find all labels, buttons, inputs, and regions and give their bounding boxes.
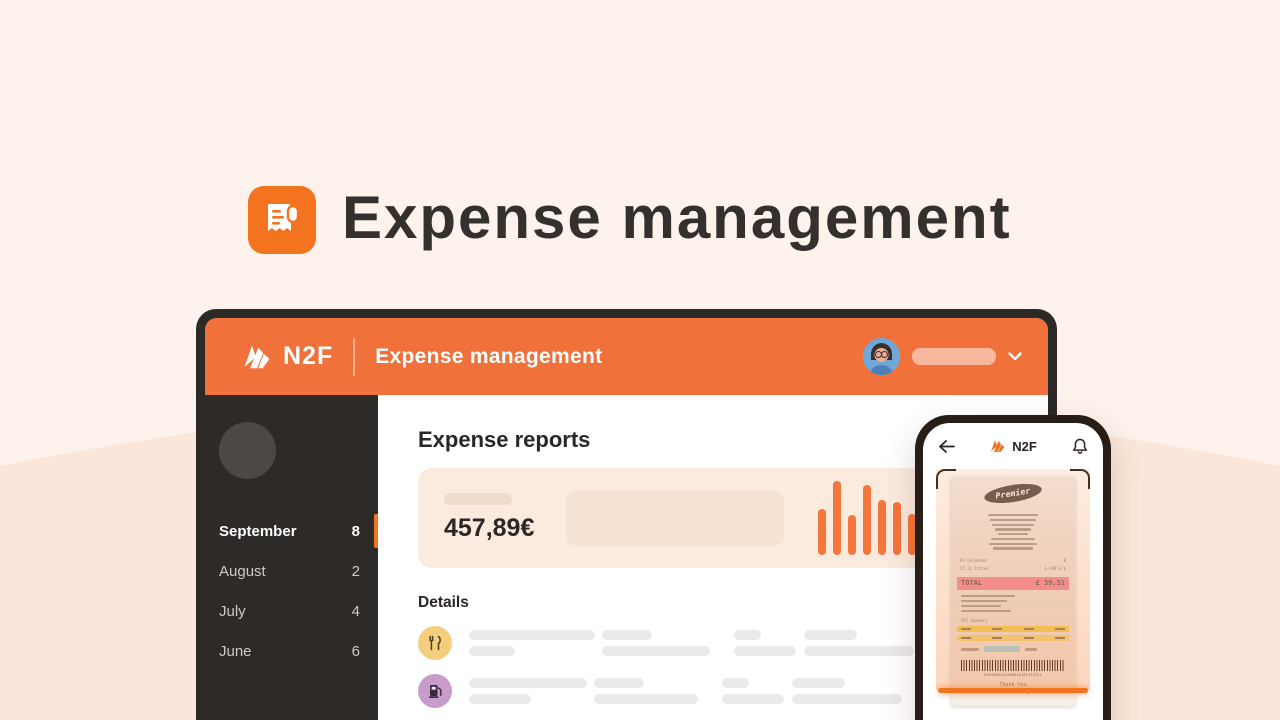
placeholder-bar [594,694,698,704]
n2f-brand: N2F [241,342,333,372]
placeholder-bar [722,694,784,704]
total-label: TOTAL [961,579,983,588]
fuel-icon [418,674,452,708]
placeholder-bar [602,646,710,656]
sidebar-item-august[interactable]: August 2 [205,551,378,591]
receipt-icon [248,186,316,254]
amount-label-placeholder [444,493,512,505]
placeholder-bar [469,646,515,656]
amount-block: 457,89€ [444,493,534,543]
active-indicator [374,514,378,548]
brand-name: N2F [1012,438,1037,454]
bell-icon[interactable] [1072,438,1088,455]
placeholder-bar [469,630,595,640]
scan-line [938,688,1088,693]
table-row[interactable] [418,674,1034,708]
placeholder-bar [804,630,857,640]
placeholder-bar [804,646,914,656]
total-amount: 457,89€ [444,514,535,542]
avatar[interactable] [863,338,900,375]
receipt-photo: Premier P2 Unleaded E 27.21 litres 1.489 £… [951,477,1075,707]
month-label: July [219,602,246,620]
month-count: 2 [351,562,360,580]
sidebar-item-june[interactable]: June 6 [205,631,378,671]
placeholder-bar [734,646,796,656]
app-header-title: Expense management [375,344,603,368]
viewfinder-corner [936,469,956,489]
header-divider [353,337,356,376]
chart-bar [833,481,842,555]
sidebar-avatar-placeholder [219,422,276,479]
summary-placeholder [566,490,785,546]
user-name-placeholder [912,348,996,365]
store-logo: Premier [983,480,1043,507]
fuel-lines: P2 Unleaded E 27.21 litres 1.489 £/L [960,557,1066,571]
n2f-brand: N2F [989,438,1037,454]
table-row[interactable] [418,626,1034,660]
phone-mockup: N2F Premier [915,415,1111,720]
receipt-card-lines [957,594,1069,613]
vat-highlight-row [957,626,1069,633]
placeholder-bar [722,678,749,688]
month-count: 4 [351,602,360,620]
desktop-app-window: N2F Expense management [196,309,1057,720]
chart-bar [908,514,917,555]
receipt-address-lines [957,514,1069,550]
placeholder-bar [594,678,644,688]
chart-bar [848,515,857,555]
chevron-down-icon[interactable] [1008,352,1022,361]
details-title: Details [418,594,469,611]
receipt-total-row: TOTAL £ 39.51 [957,576,1069,590]
brand-name: N2F [283,342,334,370]
month-count: 6 [351,642,360,660]
chart-bar [818,509,827,555]
sidebar: September 8 August 2 July 4 [205,395,378,720]
camera-viewfinder: Premier P2 Unleaded E 27.21 litres 1.489 £… [936,469,1090,720]
chart-bar [893,502,902,555]
user-menu[interactable] [863,338,1022,375]
date-highlight [984,646,1020,653]
restaurant-icon [418,626,452,660]
placeholder-bar [734,630,761,640]
viewfinder-corner [1070,469,1090,489]
month-label: September [219,522,297,540]
vat-summary-label: VAT Summary [961,618,988,624]
phone-header: N2F [923,423,1103,469]
chart-bar [863,485,872,555]
placeholder-bar [469,678,587,688]
sidebar-item-september[interactable]: September 8 [205,511,378,551]
placeholder-bar [602,630,652,640]
barcode-digits: 0001000101000816161334231 [984,673,1042,678]
placeholder-bar [792,678,845,688]
sidebar-item-july[interactable]: July 4 [205,591,378,631]
section-title: Expense reports [418,427,591,452]
app-header: N2F Expense management [205,318,1048,395]
phone-screen: N2F Premier [923,423,1103,720]
month-list: September 8 August 2 July 4 [205,511,378,671]
n2f-logo-icon [991,440,1005,452]
month-label: June [219,642,252,660]
n2f-logo-icon [244,345,270,368]
total-value: £ 39.51 [1035,579,1065,588]
month-label: August [219,562,266,580]
vat-highlight-row [957,635,1069,642]
back-icon[interactable] [938,439,955,453]
month-count: 8 [351,522,360,540]
placeholder-bar [792,694,902,704]
barcode [961,660,1065,672]
page-title: Expense management [342,184,1012,251]
placeholder-bar [469,694,531,704]
receipt-txn-row [957,646,1069,653]
chart-bar [878,500,887,555]
